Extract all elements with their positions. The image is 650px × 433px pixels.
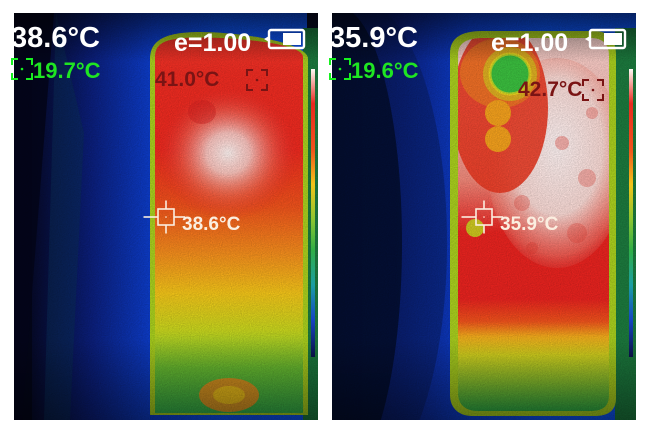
svg-text:35.9°C: 35.9°C: [500, 214, 559, 235]
svg-text:38.6°C: 38.6°C: [182, 214, 241, 235]
svg-text:19.6°C: 19.6°C: [351, 58, 419, 83]
svg-text:38.6°C: 38.6°C: [11, 22, 100, 54]
svg-text:35.9°C: 35.9°C: [329, 22, 418, 54]
svg-text:19.7°C: 19.7°C: [33, 58, 101, 83]
svg-text:42.7°C: 42.7°C: [518, 78, 582, 101]
svg-text:41.0°C: 41.0°C: [155, 68, 219, 91]
svg-text:e=1.00: e=1.00: [491, 29, 568, 57]
svg-text:e=1.00: e=1.00: [174, 29, 251, 57]
